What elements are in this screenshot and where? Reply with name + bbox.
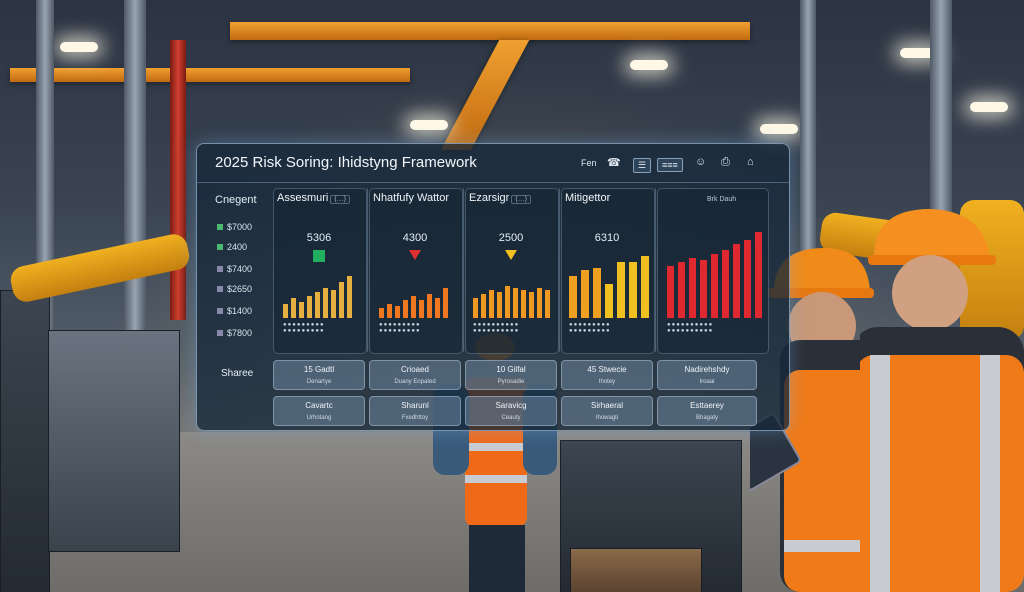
metric-card-assessment[interactable]	[273, 188, 367, 354]
document-icon[interactable]: ⎙	[721, 156, 730, 168]
panel-title: 2025 Risk Soring: Ihidstyng Framework	[215, 154, 477, 171]
divider	[367, 188, 368, 352]
red-pillar	[170, 40, 186, 320]
column-value: 4300	[402, 232, 428, 244]
grid-icon[interactable]: ≡≡≡	[657, 158, 683, 172]
foreground-worker-right	[860, 209, 1024, 592]
steel-pillar	[800, 0, 816, 260]
ceiling-light	[410, 120, 448, 130]
risk-dashboard-panel: 2025 Risk Soring: Ihidstyng Framework Fe…	[196, 143, 790, 431]
metric-card-strategy[interactable]	[465, 188, 559, 354]
action-button[interactable]: Nadirehshdy Iroaal	[657, 360, 757, 390]
status-icon	[217, 224, 223, 230]
sidebar-value: $2650	[227, 284, 253, 294]
status-icon	[217, 244, 223, 250]
bar-chart	[569, 254, 649, 318]
ceiling-light	[60, 42, 98, 52]
sidebar-heading: Cnegent	[215, 194, 257, 206]
metric-card-mitigation[interactable]	[561, 188, 655, 354]
column-value: 6310	[594, 232, 620, 244]
ceiling-light	[630, 60, 668, 70]
sidebar-item[interactable]: $7800	[217, 328, 252, 338]
sidebar-item[interactable]: $2650	[217, 284, 252, 294]
bar-chart	[667, 232, 762, 318]
action-button[interactable]: 15 Gadtl Denartye	[273, 360, 365, 390]
status-icon	[217, 308, 223, 314]
ceiling-beam	[10, 68, 410, 82]
tick-row: ●●●●●●●●●● ●●●●●●●●●●	[473, 322, 520, 334]
sidebar-value: 2400	[227, 242, 248, 252]
face-icon[interactable]: ☺	[695, 156, 707, 168]
action-button[interactable]: Saravicg Ceauty	[465, 396, 557, 426]
tick-row: ●●●●●●●●●● ●●●●●●●●●●	[667, 322, 714, 334]
divider	[559, 188, 560, 352]
column-value: 2500	[498, 232, 524, 244]
tick-row: ●●●●●●●●● ●●●●●●●●●	[379, 322, 421, 334]
status-icon	[217, 266, 223, 272]
row-label: Sharee	[221, 368, 254, 379]
steel-pillar	[930, 0, 952, 220]
bar-chart	[283, 272, 352, 318]
action-button[interactable]: Cavartc Urhotang	[273, 396, 365, 426]
menu-icon[interactable]: ☰	[633, 158, 652, 173]
action-button[interactable]: Esttaerey Bhagaty	[657, 396, 757, 426]
sidebar-item[interactable]: $7400	[217, 264, 252, 274]
column-heading: Nhatfufy Wattor	[373, 192, 450, 204]
column-heading: Mitigettor	[565, 192, 611, 204]
divider	[655, 188, 656, 352]
toolbar-item[interactable]: Fen	[581, 158, 597, 168]
status-icon	[217, 330, 223, 336]
sidebar-item[interactable]: 2400	[217, 242, 247, 252]
action-button[interactable]: Sharunl Fxedhttoy	[369, 396, 461, 426]
machine	[48, 330, 180, 552]
sidebar-value: $1400	[227, 306, 253, 316]
ceiling-light	[900, 48, 938, 58]
column-value: 5306	[306, 232, 332, 244]
machine	[0, 290, 50, 592]
action-button[interactable]: Crioaed Duany Enpated	[369, 360, 461, 390]
action-button[interactable]: Sirhaeral Ihowagti	[561, 396, 653, 426]
sidebar-value: $7800	[227, 328, 253, 338]
sidebar-item[interactable]: $1400	[217, 306, 252, 316]
column-heading: Assesmuri (…)	[277, 192, 351, 204]
sidebar-value: $7000	[227, 222, 253, 232]
tick-row: ●●●●●●●●● ●●●●●●●●●	[569, 322, 611, 334]
status-icon	[217, 286, 223, 292]
action-button[interactable]: 10 Gilfal Pyrosadie	[465, 360, 557, 390]
bar-chart	[379, 272, 448, 318]
column-heading: Ezarsigr (…)	[469, 192, 532, 204]
action-button[interactable]: 45 Stwecie Ihotey	[561, 360, 653, 390]
bar-chart	[473, 272, 550, 318]
ceiling-beam	[230, 22, 750, 40]
user-icon[interactable]: ⌂	[747, 156, 754, 168]
metric-card-factor[interactable]	[369, 188, 463, 354]
ceiling-light	[970, 102, 1008, 112]
up-arrow-icon	[313, 250, 325, 262]
workbench	[570, 548, 702, 592]
sidebar-value: $7400	[227, 264, 253, 274]
tick-row: ●●●●●●●●● ●●●●●●●●●	[283, 322, 325, 334]
divider	[197, 182, 789, 183]
divider	[463, 188, 464, 352]
ceiling-light	[760, 124, 798, 134]
corner-label: Brk Dauh	[707, 196, 737, 203]
sidebar-item[interactable]: $7000	[217, 222, 252, 232]
phone-icon[interactable]: ☎	[607, 157, 621, 169]
down-arrow-icon	[409, 250, 421, 260]
ceiling-beam	[440, 40, 530, 150]
down-arrow-icon	[505, 250, 517, 260]
